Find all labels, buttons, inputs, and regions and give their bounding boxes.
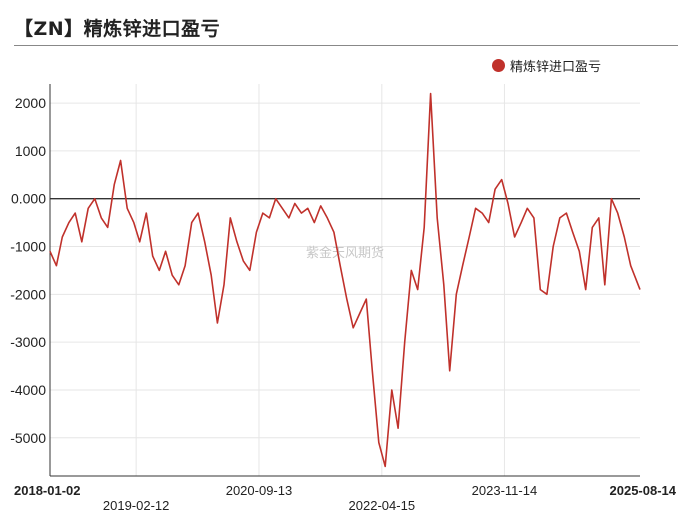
legend-label: 精炼锌进口盈亏 bbox=[510, 60, 602, 75]
watermark: 紫金天风期货 bbox=[306, 245, 384, 261]
chart-title: 【ZN】精炼锌进口盈亏 bbox=[14, 18, 221, 40]
grid-lines bbox=[50, 84, 640, 476]
x-tick-label: 2025-08-14 bbox=[610, 483, 677, 498]
y-tick-label: 1000 bbox=[15, 143, 46, 159]
x-tick-label: 2019-02-12 bbox=[103, 498, 170, 512]
y-tick-label: -1000 bbox=[10, 239, 46, 255]
y-tick-label: -3000 bbox=[10, 334, 46, 350]
y-tick-label: 0.000 bbox=[11, 191, 46, 207]
chart-legend: 精炼锌进口盈亏 bbox=[492, 56, 601, 75]
x-tick-label: 2018-01-02 bbox=[14, 483, 81, 498]
y-tick-label: -5000 bbox=[10, 430, 46, 446]
y-tick-label: -2000 bbox=[10, 286, 46, 302]
x-tick-labels: 2018-01-02 2019-02-12 2020-09-13 2022-04-15… bbox=[14, 483, 677, 512]
y-tick-label: -4000 bbox=[10, 382, 46, 398]
series-line-refined-zinc-import-profit bbox=[49, 92, 641, 468]
title-divider bbox=[14, 45, 678, 46]
y-tick-label: 2000 bbox=[15, 95, 46, 111]
x-tick-label: 2022-04-15 bbox=[349, 498, 416, 512]
x-tick-label: 2020-09-13 bbox=[226, 483, 293, 498]
y-tick-labels: 2000 1000 0.000 -1000 -2000 -3000 -4000 -5000 bbox=[10, 95, 46, 446]
x-tick-label: 2023-11-14 bbox=[472, 483, 538, 498]
legend-marker bbox=[492, 59, 505, 72]
